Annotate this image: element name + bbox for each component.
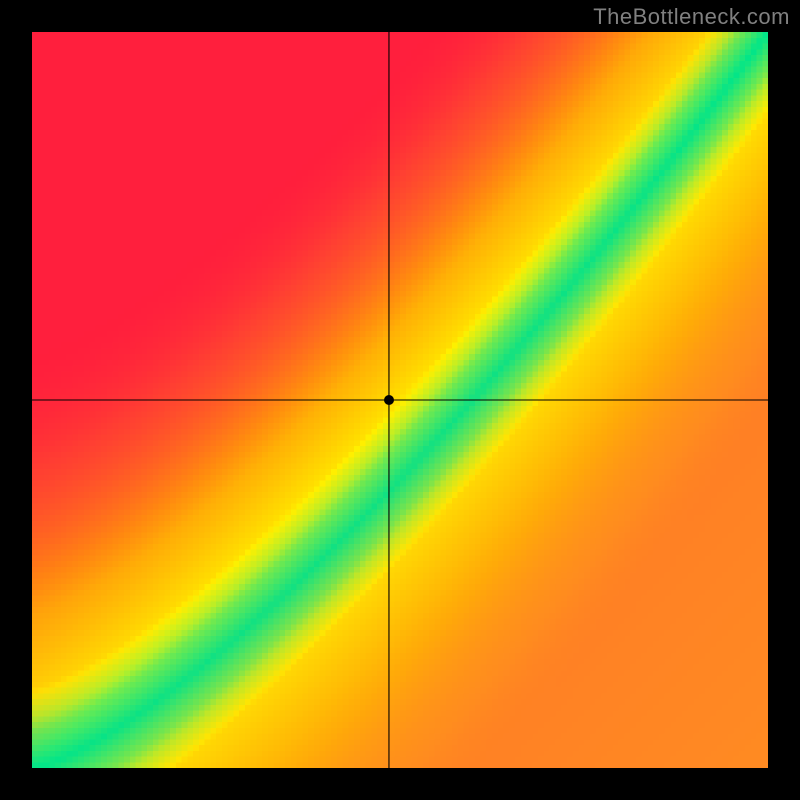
chart-root: TheBottleneck.com <box>0 0 800 800</box>
watermark-text: TheBottleneck.com <box>593 4 790 30</box>
plot-area <box>32 32 768 768</box>
bottleneck-heatmap <box>32 32 768 768</box>
